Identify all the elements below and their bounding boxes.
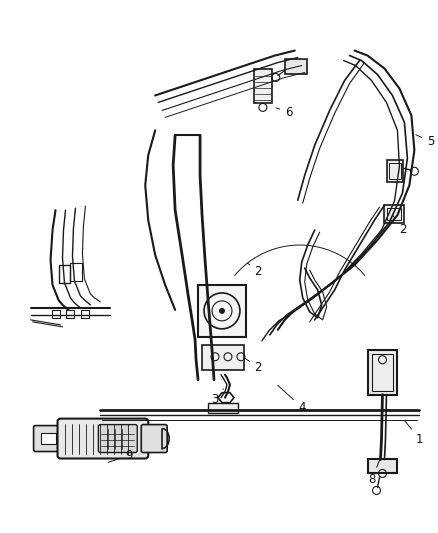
Text: 2: 2 bbox=[245, 359, 262, 374]
FancyBboxPatch shape bbox=[57, 418, 148, 458]
Bar bbox=[367, 350, 397, 394]
Bar bbox=[388, 208, 401, 220]
Bar bbox=[81, 310, 89, 318]
Bar bbox=[52, 310, 60, 318]
Text: 9: 9 bbox=[108, 449, 133, 462]
Bar bbox=[67, 310, 74, 318]
Text: 2: 2 bbox=[247, 263, 262, 278]
Bar bbox=[285, 59, 307, 74]
Bar bbox=[389, 163, 401, 179]
Bar bbox=[367, 459, 397, 473]
FancyBboxPatch shape bbox=[34, 425, 63, 451]
Bar bbox=[202, 345, 244, 370]
Bar bbox=[71, 263, 82, 281]
Circle shape bbox=[219, 308, 225, 314]
Text: 2: 2 bbox=[393, 216, 406, 236]
Text: 6: 6 bbox=[276, 106, 293, 119]
Bar bbox=[41, 433, 56, 443]
Text: 4: 4 bbox=[278, 385, 306, 414]
Bar bbox=[388, 160, 403, 182]
Bar bbox=[385, 205, 404, 223]
Bar bbox=[198, 285, 246, 337]
Text: 8: 8 bbox=[368, 455, 381, 486]
Text: 3: 3 bbox=[211, 389, 223, 406]
Bar bbox=[208, 402, 238, 413]
Bar bbox=[59, 265, 71, 283]
Bar bbox=[371, 354, 393, 391]
Text: 5: 5 bbox=[416, 135, 434, 148]
Bar bbox=[254, 69, 272, 103]
Text: 1: 1 bbox=[404, 420, 424, 446]
FancyBboxPatch shape bbox=[141, 425, 167, 453]
FancyBboxPatch shape bbox=[99, 425, 137, 453]
